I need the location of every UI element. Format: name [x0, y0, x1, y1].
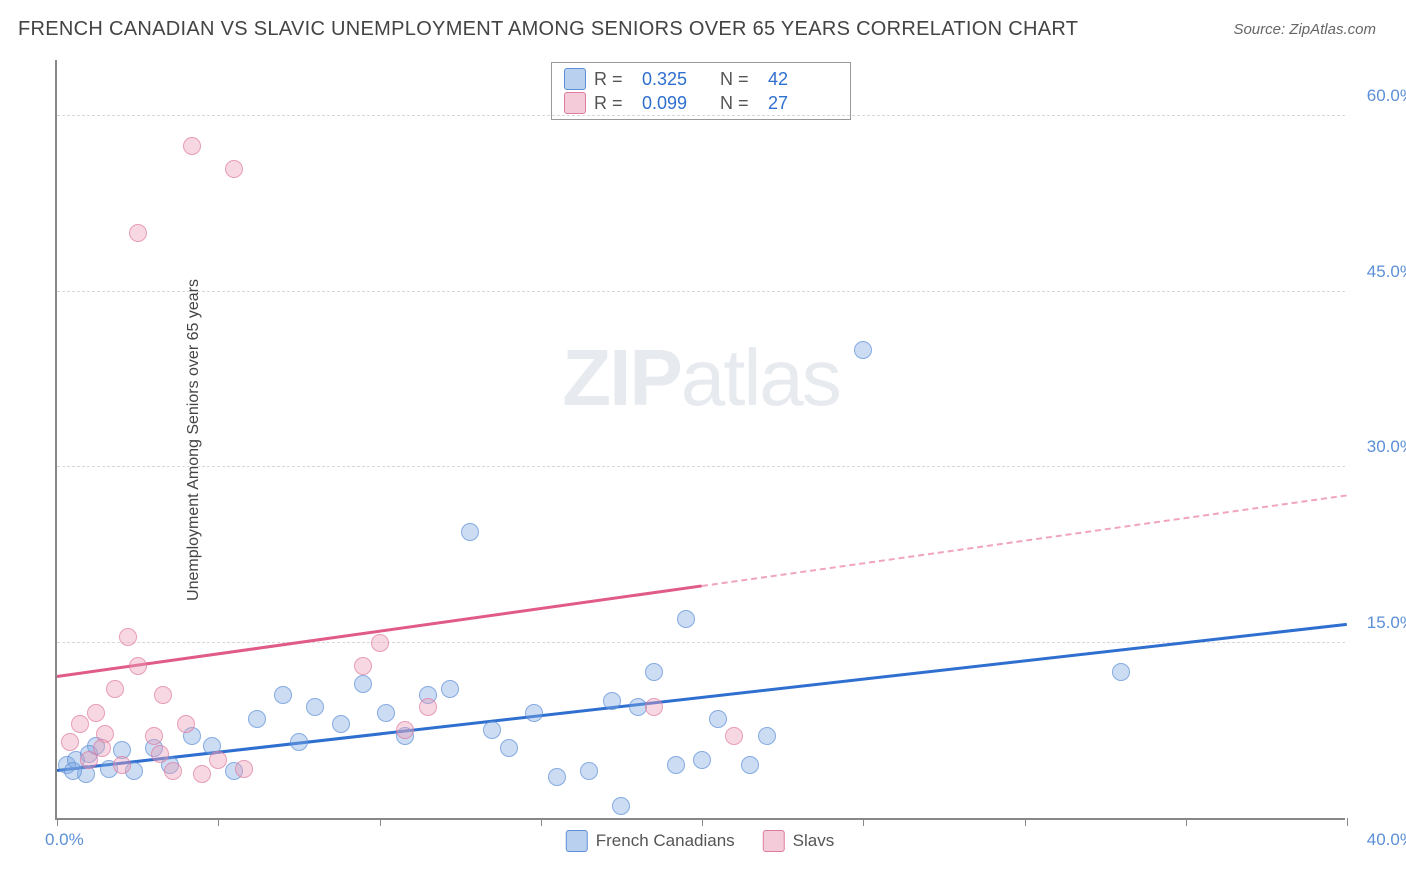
- gridline: [57, 291, 1345, 292]
- legend-swatch: [564, 92, 586, 114]
- data-point: [396, 721, 414, 739]
- series-legend: French Canadians Slavs: [566, 830, 835, 852]
- gridline: [57, 466, 1345, 467]
- n-label: N =: [720, 69, 760, 90]
- trend-line: [702, 494, 1347, 587]
- data-point: [71, 715, 89, 733]
- data-point: [725, 727, 743, 745]
- legend-item: Slavs: [763, 830, 835, 852]
- data-point: [419, 698, 437, 716]
- r-label: R =: [594, 69, 634, 90]
- data-point: [225, 160, 243, 178]
- data-point: [274, 686, 292, 704]
- data-point: [667, 756, 685, 774]
- data-point: [548, 768, 566, 786]
- x-tick: [1347, 818, 1348, 826]
- x-tick: [57, 818, 58, 826]
- watermark: ZIPatlas: [562, 332, 839, 424]
- n-label: N =: [720, 93, 760, 114]
- data-point: [483, 721, 501, 739]
- x-tick: [702, 818, 703, 826]
- trend-line: [57, 623, 1347, 772]
- data-point: [64, 762, 82, 780]
- data-point: [1112, 663, 1130, 681]
- data-point: [93, 739, 111, 757]
- x-tick: [1186, 818, 1187, 826]
- data-point: [677, 610, 695, 628]
- data-point: [377, 704, 395, 722]
- data-point: [645, 698, 663, 716]
- data-point: [154, 686, 172, 704]
- data-point: [61, 733, 79, 751]
- data-point: [145, 727, 163, 745]
- data-point: [441, 680, 459, 698]
- chart-title: FRENCH CANADIAN VS SLAVIC UNEMPLOYMENT A…: [18, 18, 1078, 41]
- source-attribution: Source: ZipAtlas.com: [1233, 21, 1376, 38]
- correlation-legend: R = 0.325 N = 42 R = 0.099 N = 27: [551, 62, 851, 120]
- data-point: [129, 657, 147, 675]
- data-point: [106, 680, 124, 698]
- data-point: [129, 224, 147, 242]
- data-point: [164, 762, 182, 780]
- data-point: [183, 137, 201, 155]
- data-point: [461, 523, 479, 541]
- n-value: 42: [768, 69, 838, 90]
- data-point: [151, 745, 169, 763]
- data-point: [645, 663, 663, 681]
- n-value: 27: [768, 93, 838, 114]
- data-point: [119, 628, 137, 646]
- y-tick-label: 45.0%: [1367, 262, 1406, 282]
- y-tick-label: 15.0%: [1367, 613, 1406, 633]
- data-point: [87, 704, 105, 722]
- data-point: [371, 634, 389, 652]
- data-point: [603, 692, 621, 710]
- gridline: [57, 642, 1345, 643]
- data-point: [354, 675, 372, 693]
- legend-item: French Canadians: [566, 830, 735, 852]
- r-value: 0.325: [642, 69, 712, 90]
- y-tick-label: 30.0%: [1367, 437, 1406, 457]
- data-point: [235, 760, 253, 778]
- gridline: [57, 115, 1345, 116]
- trend-line: [57, 585, 702, 678]
- legend-row: R = 0.099 N = 27: [564, 91, 838, 115]
- r-label: R =: [594, 93, 634, 114]
- data-point: [693, 751, 711, 769]
- x-axis-end: 40.0%: [1367, 830, 1406, 850]
- data-point: [612, 797, 630, 815]
- legend-label: French Canadians: [596, 831, 735, 851]
- data-point: [290, 733, 308, 751]
- data-point: [193, 765, 211, 783]
- x-tick: [541, 818, 542, 826]
- data-point: [113, 756, 131, 774]
- data-point: [177, 715, 195, 733]
- data-point: [332, 715, 350, 733]
- plot-area: ZIPatlas R =0.325N =42R =0.099N =27 15.0…: [55, 60, 1345, 820]
- scatter-chart: Unemployment Among Seniors over 65 years…: [55, 60, 1345, 820]
- x-tick: [863, 818, 864, 826]
- legend-label: Slavs: [793, 831, 835, 851]
- data-point: [580, 762, 598, 780]
- data-point: [209, 751, 227, 769]
- legend-row: R = 0.325 N = 42: [564, 67, 838, 91]
- x-tick: [218, 818, 219, 826]
- data-point: [248, 710, 266, 728]
- data-point: [354, 657, 372, 675]
- data-point: [758, 727, 776, 745]
- legend-swatch: [763, 830, 785, 852]
- x-axis-start: 0.0%: [45, 830, 84, 850]
- data-point: [854, 341, 872, 359]
- data-point: [500, 739, 518, 757]
- legend-swatch: [566, 830, 588, 852]
- data-point: [525, 704, 543, 722]
- r-value: 0.099: [642, 93, 712, 114]
- y-tick-label: 60.0%: [1367, 86, 1406, 106]
- data-point: [741, 756, 759, 774]
- legend-swatch: [564, 68, 586, 90]
- x-tick: [380, 818, 381, 826]
- data-point: [306, 698, 324, 716]
- x-tick: [1025, 818, 1026, 826]
- data-point: [709, 710, 727, 728]
